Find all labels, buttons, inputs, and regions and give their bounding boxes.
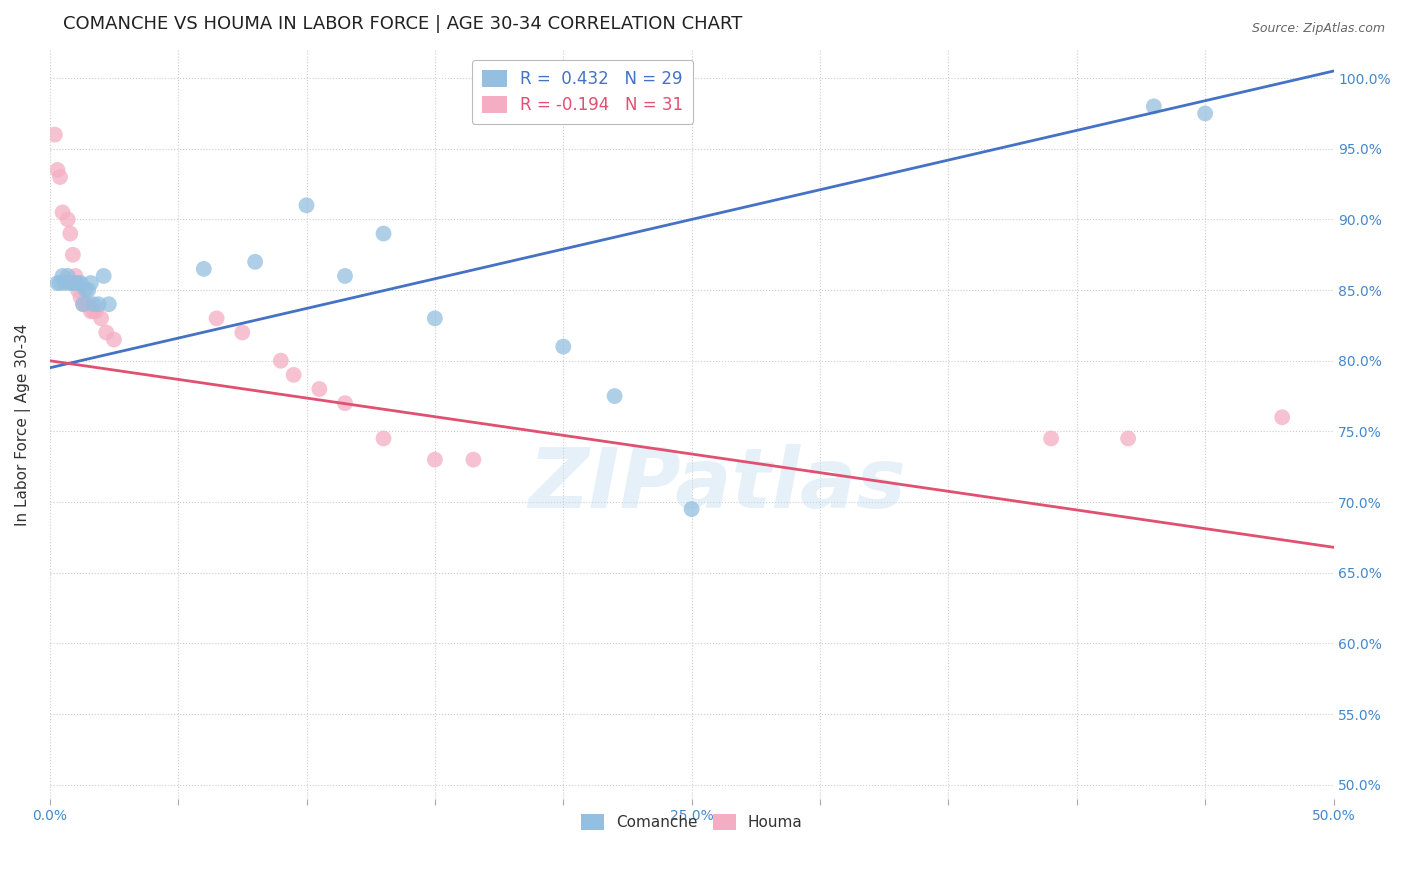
Point [603,389,626,403]
Text: Source: ZipAtlas.com: Source: ZipAtlas.com [1251,22,1385,36]
Point [1116,432,1139,446]
Text: ZIPatlas: ZIPatlas [529,443,907,524]
Point [423,311,446,326]
Point [80,304,103,318]
Point [1271,410,1294,425]
Point [308,382,330,396]
Point [62,276,84,290]
Point [66,283,89,297]
Point [96,326,118,340]
Point [75,297,97,311]
Point [84,304,107,318]
Point [103,333,125,347]
Point [373,227,395,241]
Point [1194,106,1216,120]
Point [283,368,305,382]
Point [49,276,72,290]
Point [93,268,115,283]
Point [243,255,266,269]
Point [90,311,112,326]
Point [87,297,110,311]
Point [553,340,575,354]
Point [231,326,253,340]
Point [66,276,89,290]
Point [423,452,446,467]
Point [65,268,87,283]
Point [62,248,84,262]
Point [69,276,91,290]
Point [44,128,66,142]
Point [72,297,94,311]
Point [295,198,318,212]
Point [82,304,104,318]
Point [681,502,703,516]
Point [46,276,69,290]
Point [82,297,104,311]
Point [65,276,87,290]
Point [49,169,72,184]
Point [1143,99,1166,113]
Point [69,290,91,304]
Point [52,268,75,283]
Point [373,432,395,446]
Point [1040,432,1063,446]
Point [77,297,100,311]
Point [53,276,76,290]
Point [56,212,79,227]
Point [75,283,97,297]
Point [333,396,356,410]
Text: COMANCHE VS HOUMA IN LABOR FORCE | AGE 30-34 CORRELATION CHART: COMANCHE VS HOUMA IN LABOR FORCE | AGE 3… [63,15,742,33]
Point [80,276,103,290]
Point [56,268,79,283]
Point [52,205,75,219]
Point [72,297,94,311]
Point [59,227,82,241]
Point [333,268,356,283]
Point [270,353,292,368]
Point [46,163,69,178]
Point [205,311,228,326]
Point [463,452,485,467]
Point [59,276,82,290]
Point [193,261,215,276]
Y-axis label: In Labor Force | Age 30-34: In Labor Force | Age 30-34 [15,323,31,525]
Point [77,283,100,297]
Legend: Comanche, Houma: Comanche, Houma [575,808,808,836]
Point [97,297,120,311]
